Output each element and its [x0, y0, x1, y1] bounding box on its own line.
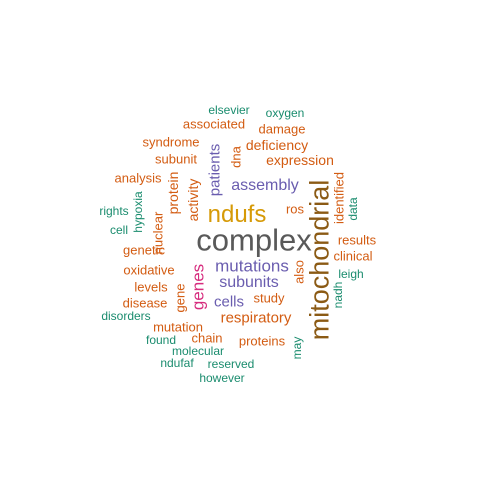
word-elsevier: elsevier: [208, 103, 250, 117]
word-deficiency: deficiency: [245, 137, 309, 153]
word-leigh: leigh: [338, 267, 364, 281]
word-results: results: [337, 232, 377, 248]
word-expression: expression: [266, 152, 334, 168]
word-mitochondrial: mitochondrial: [304, 179, 335, 341]
word-protein: protein: [165, 171, 181, 215]
word-damage: damage: [258, 121, 306, 137]
word-gene: gene: [172, 283, 188, 313]
word-rights: rights: [99, 204, 129, 218]
word-ndufs: ndufs: [207, 201, 267, 228]
word-disease: disease: [122, 295, 168, 311]
word-cells: cells: [213, 293, 245, 311]
word-assembly: assembly: [231, 177, 299, 194]
word-oxygen: oxygen: [265, 106, 305, 120]
word-patients: patients: [206, 143, 224, 197]
word-identified: identified: [331, 171, 347, 225]
word-clinical: clinical: [333, 248, 373, 264]
word-dna: dna: [228, 146, 244, 168]
word-respiratory: respiratory: [220, 309, 292, 327]
word-ndufaf: ndufaf: [160, 356, 194, 370]
word-mutation: mutation: [153, 319, 203, 335]
word-associated: associated: [182, 116, 246, 132]
word-however: however: [199, 371, 245, 385]
word-syndrome: syndrome: [142, 134, 200, 150]
word-subunit: subunit: [155, 151, 197, 167]
word-chain: chain: [191, 330, 223, 346]
word-analysis: analysis: [114, 170, 162, 186]
word-levels: levels: [134, 279, 168, 295]
word-cell: cell: [109, 223, 129, 237]
word-ros: ros: [285, 201, 305, 217]
word-nadh: nadh: [331, 281, 345, 309]
word-oxidative: oxidative: [123, 262, 175, 278]
word-genes: genes: [188, 263, 208, 311]
word-mutations: mutations: [215, 256, 289, 276]
word-data: data: [346, 197, 360, 221]
word-hypoxia: hypoxia: [131, 191, 145, 233]
word-activity: activity: [185, 178, 201, 222]
word-also: also: [291, 260, 307, 284]
word-reserved: reserved: [207, 357, 255, 371]
word-subunits: subunits: [219, 274, 279, 291]
word-study: study: [253, 290, 285, 306]
word-disorders: disorders: [101, 309, 151, 323]
word-genetic: genetic: [123, 242, 165, 258]
word-found: found: [145, 333, 177, 347]
word-complex: complex: [196, 222, 312, 258]
word-may: may: [290, 336, 304, 360]
word-molecular: molecular: [171, 344, 225, 358]
word-proteins: proteins: [238, 333, 286, 349]
